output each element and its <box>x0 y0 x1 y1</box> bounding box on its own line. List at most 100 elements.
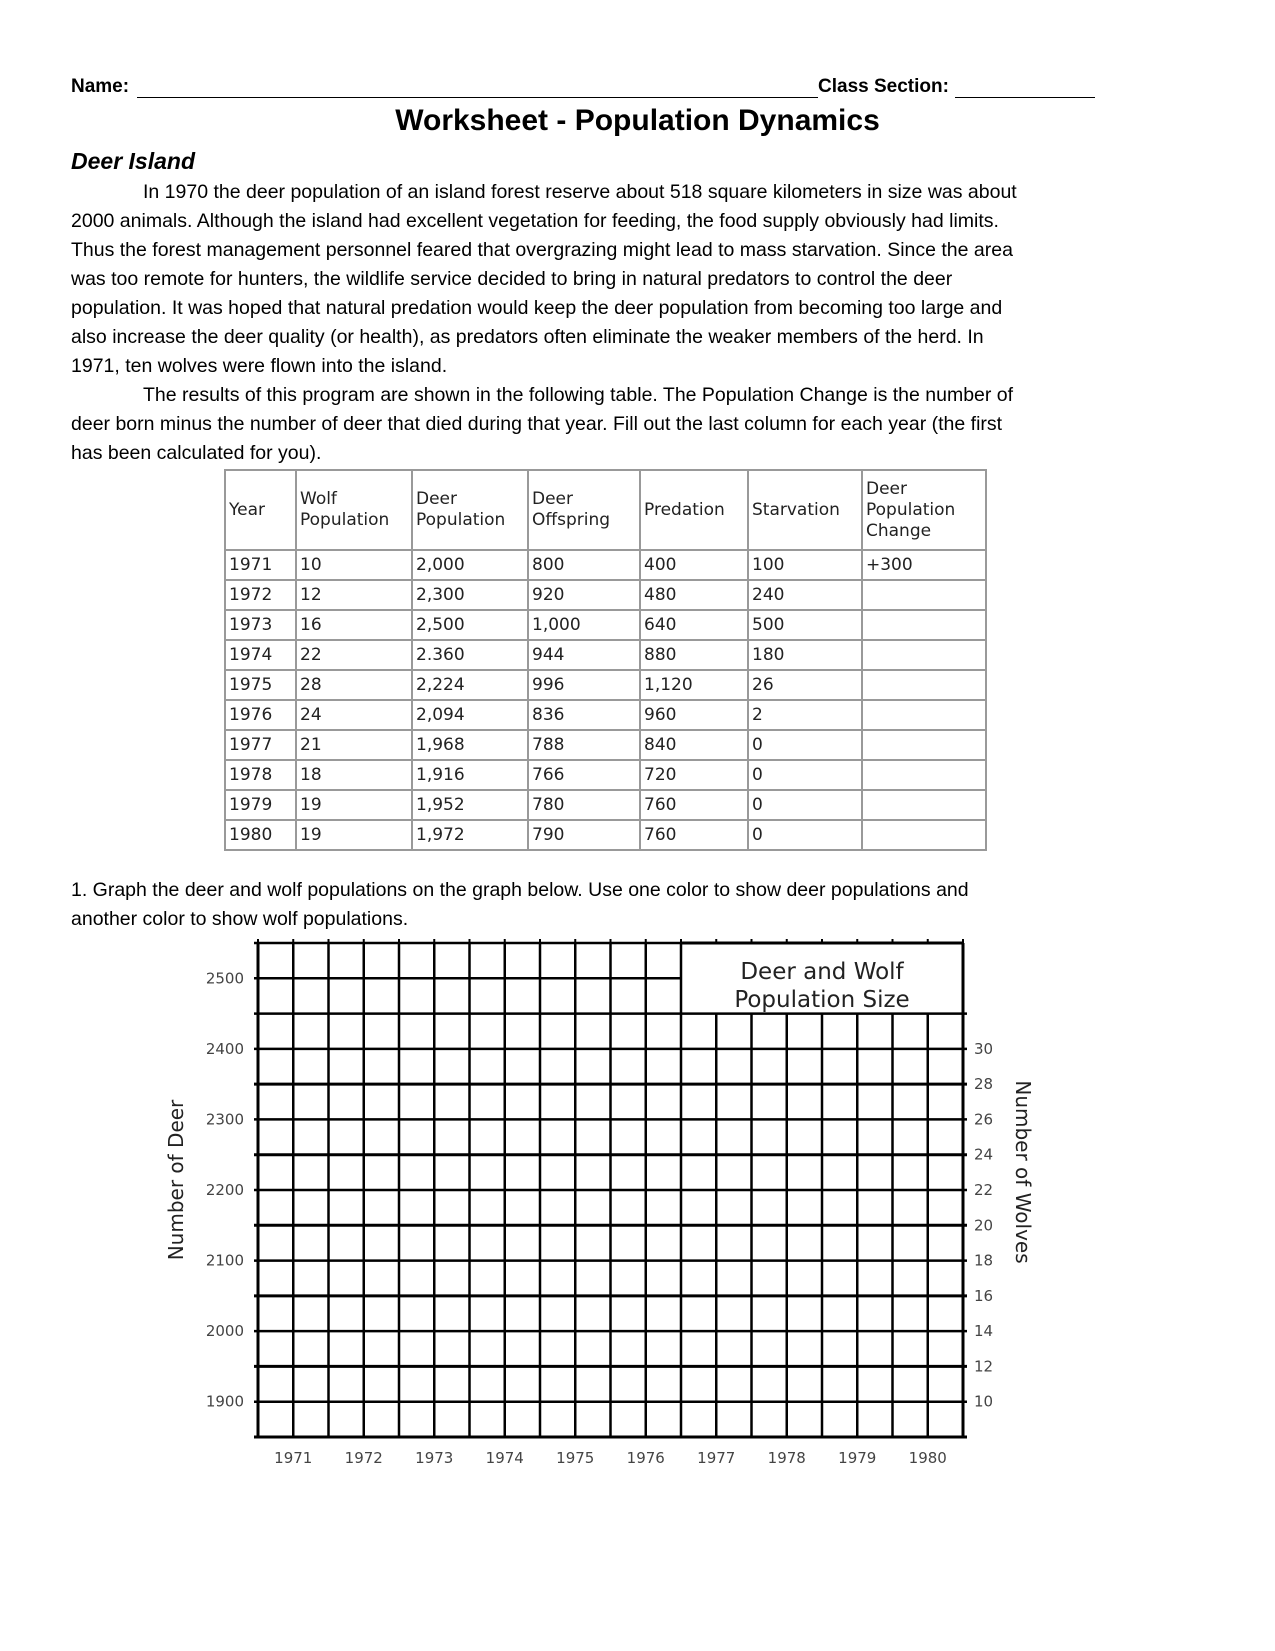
table-cell: 0 <box>747 729 863 761</box>
header-text: Offspring <box>532 510 611 530</box>
population-change-cell[interactable] <box>861 729 987 761</box>
table-cell: 2,500 <box>411 609 529 641</box>
table-cell: 1,916 <box>411 759 529 791</box>
table-cell: 22 <box>295 639 413 671</box>
year-tick-label: 1972 <box>345 1449 383 1467</box>
name-label: Name: <box>71 76 130 97</box>
deer-tick-label: 2400 <box>206 1040 244 1058</box>
year-tick-label: 1978 <box>768 1449 806 1467</box>
table-cell: 1971 <box>224 549 297 581</box>
deer-tick-label: 2100 <box>206 1252 244 1270</box>
deer-tick-label: 2200 <box>206 1181 244 1199</box>
table-cell: 2,000 <box>411 549 529 581</box>
table-cell: 760 <box>639 789 749 821</box>
table-cell: 1977 <box>224 729 297 761</box>
table-cell: 2.360 <box>411 639 529 671</box>
year-tick-label: 1979 <box>838 1449 876 1467</box>
wolf-tick-label: 22 <box>974 1181 993 1199</box>
wolf-axis-label: Number of Wolves <box>1011 1080 1035 1263</box>
population-change-cell[interactable] <box>861 819 987 851</box>
year-tick-label: 1977 <box>697 1449 735 1467</box>
population-change-cell[interactable] <box>861 669 987 701</box>
year-tick-label: 1974 <box>486 1449 524 1467</box>
wolf-tick-label: 30 <box>974 1040 993 1058</box>
table-cell: 2 <box>747 699 863 731</box>
wolf-tick-label: 24 <box>974 1146 993 1164</box>
column-header: Wolf Population <box>295 469 413 551</box>
class-section-label: Class Section: <box>818 76 949 97</box>
population-change-cell[interactable]: +300 <box>861 549 987 581</box>
deer-tick-label: 2500 <box>206 969 244 987</box>
header-text: Change <box>866 520 932 541</box>
header-text: Population <box>866 499 956 520</box>
table-cell: 400 <box>639 549 749 581</box>
table-cell: 0 <box>747 819 863 851</box>
table-header-row: Year Wolf Population Deer Population Deer Offs… <box>224 469 987 551</box>
table-cell: 1,972 <box>411 819 529 851</box>
class-section-field[interactable] <box>955 97 1095 98</box>
table-cell: 1,968 <box>411 729 529 761</box>
table-cell: 2,224 <box>411 669 529 701</box>
table-cell: 880 <box>639 639 749 671</box>
table-row: 1974 22 2.360 944 880 180 <box>224 639 987 671</box>
header-text: Starvation <box>752 499 840 520</box>
wolf-tick-label: 20 <box>974 1216 993 1234</box>
wolf-tick-label: 12 <box>974 1357 993 1375</box>
table-cell: 1979 <box>224 789 297 821</box>
table-cell: 788 <box>527 729 641 761</box>
population-change-cell[interactable] <box>861 699 987 731</box>
year-tick-label: 1980 <box>909 1449 947 1467</box>
paragraph-line: 2000 animals. Although the island had ex… <box>71 210 999 232</box>
table-cell: 19 <box>295 819 413 851</box>
header-text: Deer <box>532 489 573 509</box>
wolf-tick-label: 10 <box>974 1393 993 1411</box>
wolf-tick-label: 16 <box>974 1287 993 1305</box>
table-cell: 920 <box>527 579 641 611</box>
population-change-cell[interactable] <box>861 639 987 671</box>
table-cell: 1,000 <box>527 609 641 641</box>
year-tick-label: 1975 <box>556 1449 594 1467</box>
wolf-tick-label: 18 <box>974 1252 993 1270</box>
table-cell: 720 <box>639 759 749 791</box>
table-cell: 28 <box>295 669 413 701</box>
table-cell: 16 <box>295 609 413 641</box>
table-cell: 996 <box>527 669 641 701</box>
name-field[interactable] <box>137 97 818 98</box>
paragraph-line: 1971, ten wolves were flown into the isl… <box>71 355 448 377</box>
population-change-cell[interactable] <box>861 759 987 791</box>
paragraph-line: In 1970 the deer population of an island… <box>143 181 1017 203</box>
table-row: 1979 19 1,952 780 760 0 <box>224 789 987 821</box>
population-change-cell[interactable] <box>861 579 987 611</box>
paragraph-line: population. It was hoped that natural pr… <box>71 297 1003 319</box>
deer-tick-label: 2000 <box>206 1322 244 1340</box>
table-cell: 1,952 <box>411 789 529 821</box>
question-line: another color to show wolf populations. <box>71 908 409 930</box>
table-cell: 800 <box>527 549 641 581</box>
table-cell: 840 <box>639 729 749 761</box>
table-row: 1976 24 2,094 836 960 2 <box>224 699 987 731</box>
population-change-cell[interactable] <box>861 789 987 821</box>
population-change-cell[interactable] <box>861 609 987 641</box>
table-cell: 0 <box>747 759 863 791</box>
graph-title: Deer and Wolf <box>740 959 904 985</box>
header-text: Deer <box>866 478 907 499</box>
paragraph-line: has been calculated for you). <box>71 442 322 464</box>
table-row: 1975 28 2,224 996 1,120 26 <box>224 669 987 701</box>
year-tick-label: 1971 <box>274 1449 312 1467</box>
column-header: Starvation <box>747 469 863 551</box>
table-cell: 640 <box>639 609 749 641</box>
deer-tick-label: 2300 <box>206 1110 244 1128</box>
table-cell: 1974 <box>224 639 297 671</box>
header-text: Population <box>416 510 506 530</box>
deer-axis-label: Number of Deer <box>164 1099 188 1260</box>
column-header: Deer Offspring <box>527 469 641 551</box>
paragraph-line: was too remote for hunters, the wildlife… <box>71 268 953 290</box>
page-title: Worksheet - Population Dynamics <box>395 104 880 137</box>
column-header: Deer Population <box>411 469 529 551</box>
table-cell: 1976 <box>224 699 297 731</box>
section-heading: Deer Island <box>71 148 195 174</box>
table-cell: 100 <box>747 549 863 581</box>
header-text: Deer <box>416 489 457 509</box>
